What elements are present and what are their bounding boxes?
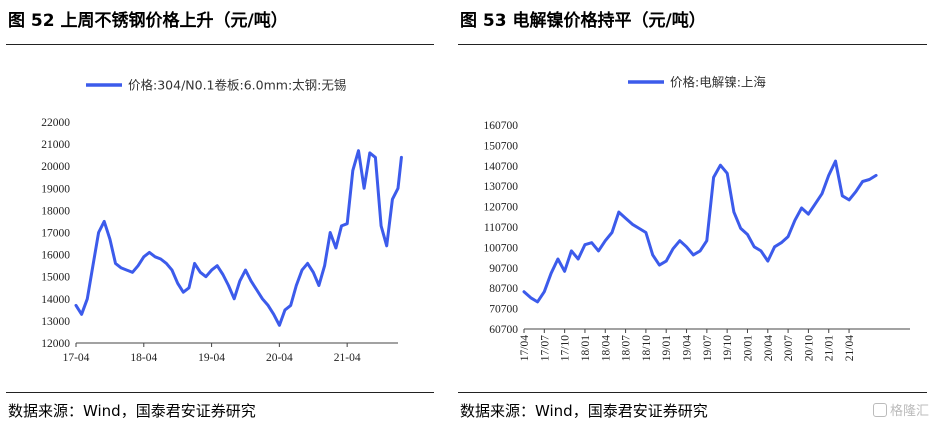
x-tick-label: 20/04 — [763, 335, 775, 361]
x-tick-label: 20/07 — [783, 335, 795, 361]
y-tick-label: 15000 — [41, 272, 70, 284]
legend-label: 价格:电解镍:上海 — [670, 75, 766, 90]
x-tick-label: 18/07 — [621, 335, 633, 361]
y-tick-label: 130700 — [484, 181, 519, 193]
legend-label: 价格:304/N0.1卷板:6.0mm:太钢:无锡 — [128, 78, 346, 93]
y-tick-label: 120700 — [484, 202, 519, 214]
x-tick-label: 18/04 — [600, 335, 612, 361]
series-line — [74, 149, 403, 327]
x-tick-label: 18-04 — [130, 352, 157, 364]
x-tick-label: 18/01 — [580, 335, 592, 361]
y-tick-label: 60700 — [489, 324, 518, 336]
x-tick-label: 21-04 — [334, 352, 361, 364]
x-tick-label: 17/07 — [539, 335, 551, 361]
x-tick-label: 17-04 — [63, 352, 90, 364]
x-tick-label: 20-04 — [266, 352, 293, 364]
y-tick-label: 18000 — [41, 205, 70, 217]
y-tick-label: 70700 — [489, 304, 518, 316]
y-tick-label: 14000 — [41, 294, 70, 306]
title-rule — [6, 44, 434, 45]
x-tick-label: 17/04 — [519, 335, 531, 361]
x-tick-label: 20/01 — [742, 335, 754, 361]
source-note: 数据来源：Wind，国泰君安证券研究 — [460, 402, 708, 420]
y-tick-label: 17000 — [41, 228, 70, 240]
y-tick-label: 19000 — [41, 183, 70, 195]
chart-title: 图 52 上周不锈钢价格上升（元/吨） — [8, 11, 288, 31]
title-rule — [458, 44, 927, 45]
y-tick-label: 21000 — [41, 139, 70, 151]
x-tick-label: 17/10 — [560, 335, 572, 361]
stainless-price-chart: 价格:304/N0.1卷板:6.0mm:太钢:无锡 22000 21000 20000… — [41, 78, 403, 364]
nickel-price-chart: 价格:电解镍:上海 160700 150700 140700 130700 120700 1… — [484, 75, 910, 361]
chart-panel-nickel: 图 53 电解镍价格持平（元/吨） 价格:电解镍:上海 160700 150700 1… — [452, 0, 933, 425]
series-line — [522, 159, 878, 304]
source-note: 数据来源：Wind，国泰君安证券研究 — [8, 402, 256, 420]
chart-title: 图 53 电解镍价格持平（元/吨） — [460, 11, 706, 31]
y-tick-label: 160700 — [484, 120, 519, 132]
source-rule — [6, 392, 434, 393]
source-rule — [458, 392, 927, 393]
watermark: 格隆汇 — [872, 400, 929, 419]
y-tick-label: 110700 — [484, 222, 518, 234]
x-tick-label: 21/04 — [844, 335, 856, 361]
x-tick-label: 20/10 — [803, 335, 815, 361]
x-tick-label: 19/10 — [722, 335, 734, 361]
y-tick-label: 150700 — [484, 140, 519, 152]
x-tick-label: 18/10 — [641, 335, 653, 361]
chart-panel-stainless: 图 52 上周不锈钢价格上升（元/吨） 价格:304/N0.1卷板:6.0mm:… — [0, 0, 440, 425]
y-tick-label: 12000 — [41, 338, 70, 350]
x-tick-label: 19/07 — [702, 335, 714, 361]
y-tick-label: 16000 — [41, 250, 70, 262]
x-tick-label: 19/01 — [661, 335, 673, 361]
watermark-logo-icon — [872, 403, 887, 417]
y-tick-label: 22000 — [41, 117, 70, 129]
y-tick-label: 80700 — [489, 283, 518, 295]
y-tick-label: 20000 — [41, 161, 70, 173]
y-tick-label: 13000 — [41, 316, 70, 328]
x-tick-label: 21/01 — [824, 335, 836, 361]
x-tick-label: 19/04 — [682, 335, 694, 361]
y-tick-label: 90700 — [489, 263, 518, 275]
y-tick-label: 140700 — [484, 161, 519, 173]
x-tick-label: 19-04 — [198, 352, 225, 364]
y-tick-label: 100700 — [484, 242, 519, 254]
